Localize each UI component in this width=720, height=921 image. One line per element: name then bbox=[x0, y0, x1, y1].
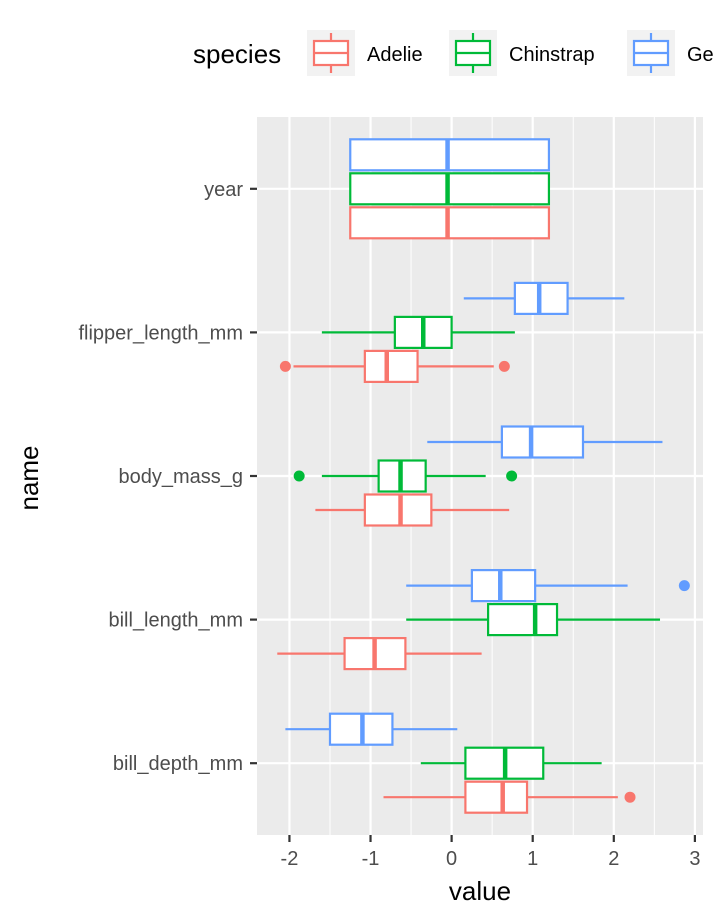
box-chinstrap-bill_length_mm bbox=[406, 602, 661, 637]
x-tick-label: 1 bbox=[527, 848, 538, 870]
x-tick-label: -2 bbox=[281, 848, 299, 870]
box-gentoo-body_mass_g bbox=[427, 425, 663, 459]
box-iqr bbox=[487, 602, 559, 637]
x-tick-label: 2 bbox=[608, 848, 619, 870]
y-axis: year flipper_length_mm body_mass_g bill_len… bbox=[78, 179, 257, 775]
outlier-point bbox=[624, 791, 636, 803]
outlier-point bbox=[293, 470, 305, 482]
y-axis-title: name bbox=[14, 445, 44, 510]
box-adelie-bill_length_mm bbox=[277, 636, 482, 671]
legend-title: species bbox=[193, 39, 281, 69]
x-tick-label: -1 bbox=[362, 848, 380, 870]
box-iqr bbox=[500, 425, 585, 459]
box-chinstrap-body_mass_g bbox=[293, 459, 518, 493]
legend-label: Adelie bbox=[367, 44, 423, 66]
legend-item: Ge bbox=[627, 30, 714, 76]
box-chinstrap-year bbox=[349, 172, 551, 206]
box-iqr bbox=[470, 568, 537, 603]
box-adelie-bill_depth_mm bbox=[383, 780, 636, 814]
box-chinstrap-flipper_length_mm bbox=[321, 315, 515, 349]
box-gentoo-bill_depth_mm bbox=[285, 712, 458, 746]
outlier-point bbox=[279, 360, 291, 372]
box-adelie-body_mass_g bbox=[315, 493, 510, 527]
x-tick-label: 3 bbox=[689, 848, 700, 870]
legend-label: Chinstrap bbox=[509, 44, 595, 66]
y-tick-label: bill_length_mm bbox=[108, 610, 243, 632]
legend: species Adelie Chinstrap Ge bbox=[193, 30, 714, 76]
x-tick-label: 0 bbox=[446, 848, 457, 870]
box-iqr bbox=[363, 349, 419, 383]
legend-item: Adelie bbox=[307, 30, 423, 76]
legend-label: Ge bbox=[687, 44, 714, 66]
box-iqr bbox=[464, 780, 529, 814]
y-tick-label: body_mass_g bbox=[118, 466, 243, 488]
boxes bbox=[277, 138, 690, 814]
box-gentoo-bill_length_mm bbox=[406, 568, 690, 603]
y-tick-label: flipper_length_mm bbox=[78, 322, 243, 344]
y-tick-label: bill_depth_mm bbox=[113, 753, 243, 775]
legend-item: Chinstrap bbox=[449, 30, 595, 76]
x-axis: -2 -1 0 1 2 3 bbox=[281, 835, 700, 870]
box-gentoo-year bbox=[349, 138, 551, 172]
outlier-point bbox=[678, 580, 690, 592]
box-iqr bbox=[363, 493, 433, 527]
outlier-point bbox=[506, 470, 518, 482]
box-chinstrap-bill_depth_mm bbox=[420, 746, 602, 780]
x-axis-title: value bbox=[449, 876, 511, 906]
box-adelie-year bbox=[349, 206, 551, 240]
outlier-point bbox=[498, 360, 510, 372]
box-gentoo-flipper_length_mm bbox=[463, 281, 625, 315]
y-tick-label: year bbox=[204, 179, 243, 201]
box-adelie-flipper_length_mm bbox=[279, 349, 510, 383]
